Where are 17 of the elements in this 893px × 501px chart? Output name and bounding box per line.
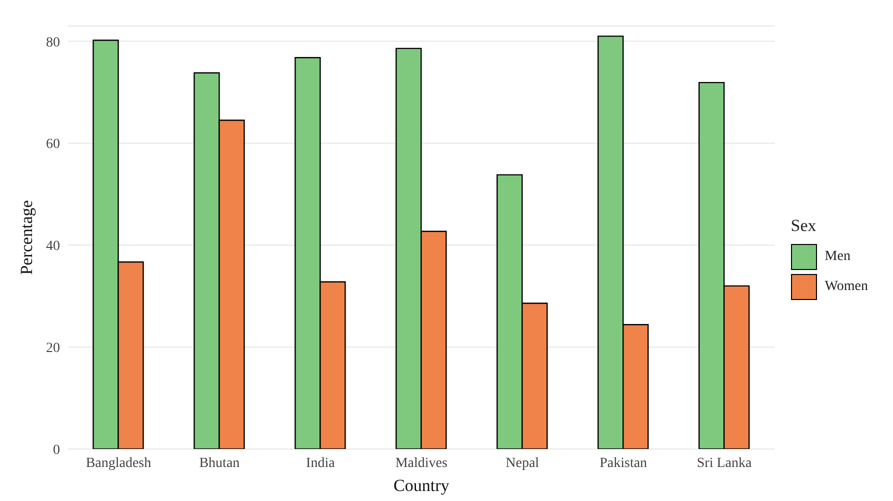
legend-title: Sex [790,216,818,236]
y-tick-label: 40 [46,239,60,254]
x-tick-label: Maldives [395,456,448,471]
y-axis-title: Percentage [17,200,36,275]
y-tick-label: 20 [46,341,60,356]
x-tick-label: Pakistan [600,456,648,471]
x-tick-label: Sri Lanka [696,456,752,471]
x-tick-label: Bhutan [199,456,240,471]
x-tick-label: India [306,456,336,471]
legend-label: Men [824,248,852,266]
y-tick-label: 60 [46,137,60,152]
y-tick-label: 80 [46,35,60,50]
x-axis-title: Country [394,476,450,495]
x-tick-label: Bangladesh [86,456,152,471]
legend-label: Women [824,278,868,296]
x-tick-label: Nepal [506,456,540,471]
y-tick-label: 0 [53,442,60,458]
